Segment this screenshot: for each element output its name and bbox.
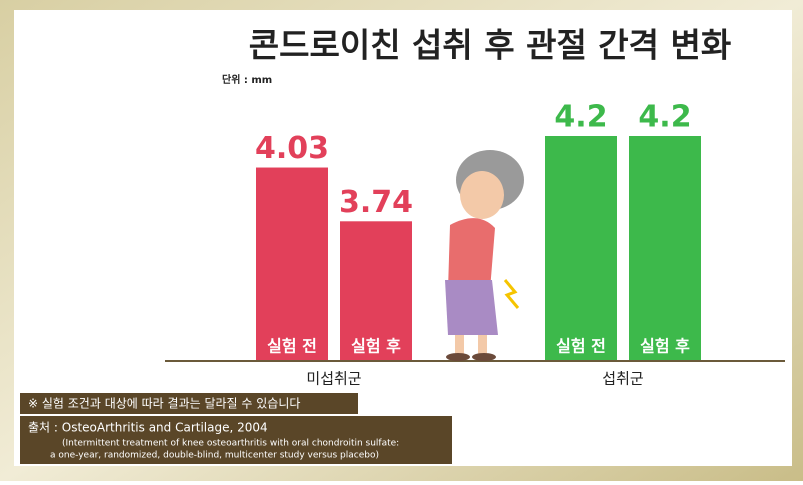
reference-line: (Intermittent treatment of knee osteoart… (62, 439, 399, 449)
category-label: 미섭취군 (306, 370, 361, 388)
disclaimer: ※ 실험 조건과 대상에 따라 결과는 달라질 수 있습니다 (28, 397, 300, 411)
bar (629, 136, 701, 360)
chart-title: 콘드로이친 섭취 후 관절 간격 변화 (249, 26, 731, 65)
value-label: 4.2 (638, 100, 691, 135)
source: 출처 : OsteoArthritis and Cartilage, 2004 (28, 421, 268, 435)
bar (340, 221, 412, 360)
value-label: 4.03 (255, 131, 329, 166)
value-label: 3.74 (339, 185, 413, 220)
disclaimer-box (20, 393, 358, 414)
category-label: 섭취군 (602, 370, 644, 388)
series-label: 실험 전 (267, 337, 317, 356)
grandma-illustration (445, 150, 524, 361)
source-box (20, 416, 452, 464)
series-label: 실험 전 (556, 337, 606, 356)
bar (545, 136, 617, 360)
value-label: 4.2 (554, 100, 607, 135)
series-label: 실험 후 (351, 337, 401, 356)
series-label: 실험 후 (640, 337, 690, 356)
unit-label: 단위 : mm (222, 73, 272, 86)
bar (256, 167, 328, 360)
reference-line: a one-year, randomized, double-blind, mu… (50, 451, 379, 461)
